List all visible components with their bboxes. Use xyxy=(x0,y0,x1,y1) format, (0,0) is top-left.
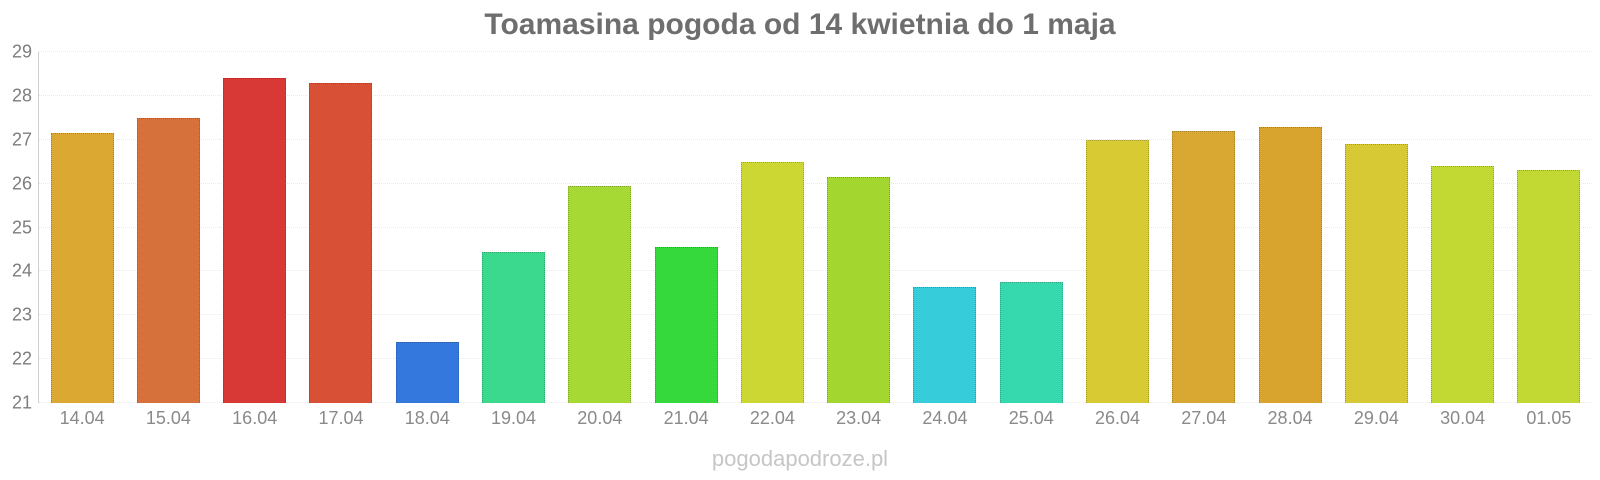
y-tick-label: 26 xyxy=(11,173,32,194)
x-tick-label: 16.04 xyxy=(232,408,278,428)
x-tick-label: 30.04 xyxy=(1440,408,1486,428)
bar-column xyxy=(39,52,125,403)
x-tick-label: 20.04 xyxy=(577,408,623,428)
bar-column xyxy=(1333,52,1419,403)
y-tick-label: 22 xyxy=(11,348,32,369)
bar-column xyxy=(643,52,729,403)
y-tick-label: 27 xyxy=(11,129,32,150)
bar-column xyxy=(384,52,470,403)
bar-25.04[interactable] xyxy=(999,282,1063,403)
gridline xyxy=(39,358,1592,360)
y-tick-label: 28 xyxy=(11,85,32,106)
bar-column xyxy=(298,52,384,403)
bar-column xyxy=(988,52,1074,403)
bar-column xyxy=(902,52,988,403)
x-axis: 14.04 15.04 16.04 17.04 18.04 19.04 20.04 21.04… xyxy=(39,408,1592,429)
x-tick-label: 01.05 xyxy=(1526,408,1572,428)
bar-column xyxy=(1506,52,1592,403)
y-axis: 21 22 23 24 25 26 27 28 29 xyxy=(0,42,32,413)
gridline xyxy=(39,270,1592,272)
bar-01.05[interactable] xyxy=(1517,170,1581,403)
x-tick-label: 28.04 xyxy=(1267,408,1313,428)
bar-column xyxy=(729,52,815,403)
plot-area xyxy=(38,51,1592,403)
gridline xyxy=(39,226,1592,228)
x-tick-label: 26.04 xyxy=(1094,408,1141,428)
bar-column xyxy=(212,52,298,403)
y-tick-label: 24 xyxy=(11,260,32,281)
gridline xyxy=(39,314,1592,316)
bar-17.04[interactable] xyxy=(309,82,373,403)
bar-column xyxy=(1420,52,1506,403)
bar-column xyxy=(1161,52,1247,403)
x-tick-label: 23.04 xyxy=(836,408,882,428)
bar-column xyxy=(557,52,643,403)
bar-column xyxy=(816,52,902,403)
bar-column xyxy=(125,52,211,403)
bar-22.04[interactable] xyxy=(740,161,804,403)
bar-18.04[interactable] xyxy=(395,341,459,403)
x-tick-label: 24.04 xyxy=(922,408,968,428)
gridline xyxy=(39,94,1592,96)
gridline xyxy=(39,51,1592,52)
y-tick-label: 23 xyxy=(11,304,32,325)
gridline xyxy=(39,402,1592,403)
bar-column xyxy=(470,52,556,403)
bar-column xyxy=(1074,52,1160,403)
watermark: pogodapodroze.pl xyxy=(711,446,889,471)
gridline xyxy=(39,182,1592,184)
chart-title: Toamasina pogoda od 14 kwietnia do 1 maj… xyxy=(484,8,1116,41)
x-tick-label: 18.04 xyxy=(404,408,450,428)
bar-column xyxy=(1247,52,1333,403)
bar-16.04[interactable] xyxy=(223,78,287,403)
y-tick-label: 25 xyxy=(11,217,32,237)
x-tick-label: 14.04 xyxy=(59,408,105,428)
x-tick-label: 21.04 xyxy=(663,408,709,428)
y-axis-line xyxy=(38,52,39,403)
y-tick-label: 21 xyxy=(11,392,32,413)
x-tick-label: 22.04 xyxy=(749,408,795,428)
x-tick-label: 25.04 xyxy=(1008,408,1054,428)
x-tick-label: 17.04 xyxy=(318,408,364,428)
x-tick-label: 29.04 xyxy=(1353,408,1399,428)
bar-26.04[interactable] xyxy=(1086,139,1150,403)
bar-29.04[interactable] xyxy=(1344,144,1408,403)
bar-20.04[interactable] xyxy=(568,185,632,403)
y-tick-label: 29 xyxy=(11,41,32,62)
bar-30.04[interactable] xyxy=(1431,166,1495,403)
bars-container xyxy=(39,52,1592,403)
bar-27.04[interactable] xyxy=(1172,130,1236,403)
bar-21.04[interactable] xyxy=(654,247,718,403)
bar-19.04[interactable] xyxy=(482,251,546,403)
bar-28.04[interactable] xyxy=(1258,126,1322,403)
bar-23.04[interactable] xyxy=(827,177,891,403)
x-tick-label: 15.04 xyxy=(145,408,191,428)
bar-15.04[interactable] xyxy=(136,117,200,403)
x-tick-label: 27.04 xyxy=(1181,408,1227,428)
gridline xyxy=(39,138,1592,140)
bar-24.04[interactable] xyxy=(913,286,977,403)
x-tick-label: 19.04 xyxy=(491,408,537,428)
bar-14.04[interactable] xyxy=(50,133,114,403)
